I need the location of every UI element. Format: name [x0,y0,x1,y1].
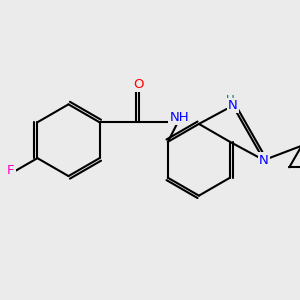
Text: H: H [226,94,235,107]
Text: F: F [7,164,14,177]
Text: NH: NH [169,111,189,124]
Text: N: N [228,99,238,112]
Text: N: N [259,154,269,166]
Text: O: O [134,78,144,91]
